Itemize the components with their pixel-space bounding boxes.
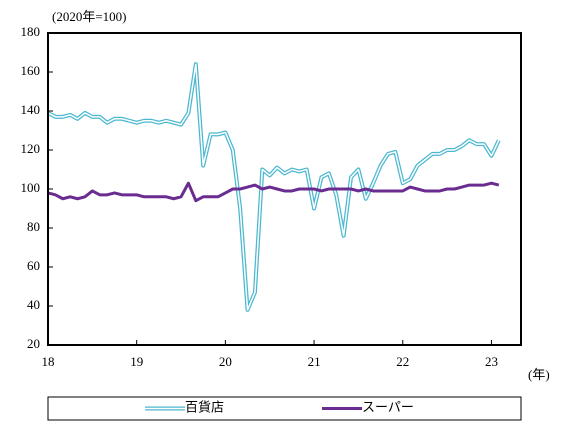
y-tick-label: 60 bbox=[27, 258, 40, 273]
legend-box bbox=[47, 396, 522, 421]
y-tick-label: 160 bbox=[21, 63, 41, 78]
x-tick-label: 23 bbox=[485, 354, 498, 369]
y-tick-label: 120 bbox=[21, 141, 41, 156]
plot-frame bbox=[47, 32, 522, 346]
y-tick-label: 140 bbox=[21, 102, 41, 117]
series-line-inner bbox=[47, 63, 500, 311]
x-tick-label: 18 bbox=[42, 354, 55, 369]
y-tick-label: 180 bbox=[21, 24, 41, 39]
x-tick-label: 21 bbox=[308, 354, 321, 369]
series-line bbox=[47, 181, 500, 203]
y-tick-label: 100 bbox=[21, 180, 41, 195]
x-tick-label: 19 bbox=[130, 354, 143, 369]
x-tick-label: 22 bbox=[396, 354, 409, 369]
legend-label: 百貨店 bbox=[185, 399, 224, 414]
y-tick-label: 80 bbox=[27, 219, 40, 234]
legend-label: スーパー bbox=[362, 399, 414, 414]
x-tick-label: 20 bbox=[219, 354, 232, 369]
x-axis-label: (年) bbox=[528, 367, 550, 382]
y-tick-label: 20 bbox=[27, 336, 40, 351]
y-axis-label: (2020年=100) bbox=[52, 9, 127, 24]
y-tick-label: 40 bbox=[27, 297, 40, 312]
